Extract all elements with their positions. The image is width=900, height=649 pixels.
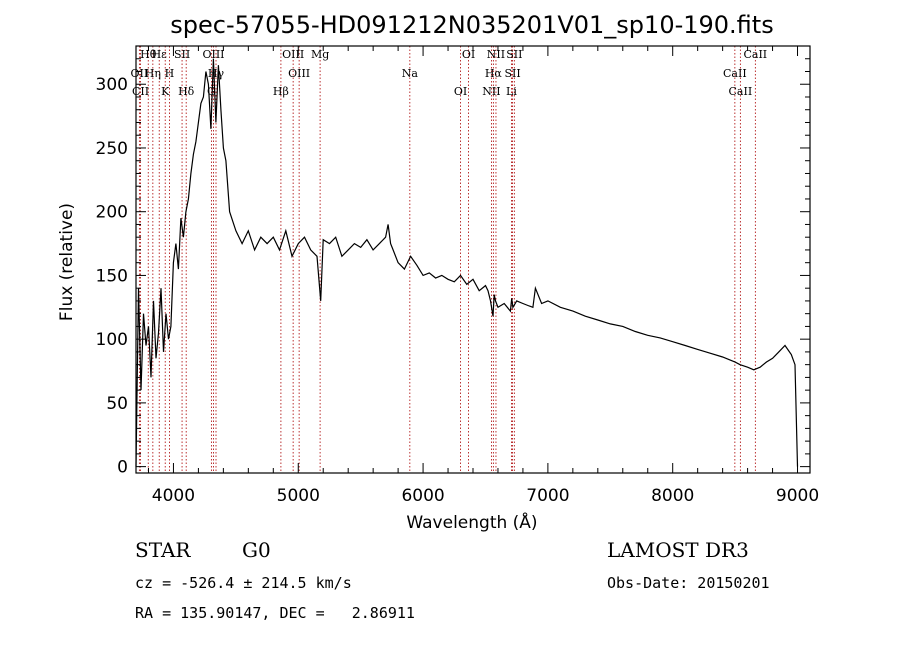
x-tick-label: 7000 [526,486,569,506]
line-label: Hβ [273,85,289,98]
y-tick-label: 200 [96,203,128,223]
emission-line-labels: Hθ OII CII Hε HηK SII HHδ OIII Hγ G OIII OIII Hβ Mg Na… [131,48,768,98]
y-axis-ticks: 0 50 100 150 200 250 300 [96,58,810,478]
line-label: OI [462,48,475,61]
y-tick-label: 0 [117,458,128,478]
emission-line-markers [138,46,756,473]
line-label: OIII [282,48,304,61]
line-label: CII [132,85,149,98]
line-label: Hη [145,67,161,80]
y-tick-label: 150 [96,266,128,286]
ra-dec-coordinates: RA = 135.90147, DEC = 2.86911 [135,604,415,622]
x-axis-label: Wavelength (Å) [406,511,537,533]
x-tick-label: 6000 [401,486,444,506]
line-label: SII [504,67,520,80]
observation-date: Obs-Date: 20150201 [607,574,770,592]
line-label: H [165,67,175,80]
spectrum-line [135,58,799,467]
object-class: STAR [135,538,191,562]
y-tick-label: 100 [96,330,128,350]
x-tick-label: 9000 [776,486,819,506]
line-label: NII [482,85,500,98]
line-label: Hα [485,67,503,80]
line-label: OII [131,67,149,80]
line-label: G [207,85,216,98]
survey-label: LAMOST DR3 [607,538,749,562]
chart-title: spec-57055-HD091212N035201V01_sp10-190.f… [170,11,773,39]
line-label: OI [454,85,467,98]
line-label: Hε [152,48,168,61]
object-subclass: G0 [242,538,271,562]
line-label: Li [506,85,517,98]
redshift-velocity: cz = -526.4 ± 214.5 km/s [135,574,352,592]
y-tick-label: 50 [106,394,128,414]
line-label: CaII [729,85,753,98]
line-label: Hγ [208,67,225,80]
line-label: OIII [202,48,224,61]
line-label: K [161,85,170,98]
line-label: SII [174,48,190,61]
line-label: Hθ [140,48,157,61]
x-tick-label: 4000 [152,486,195,506]
plot-frame [135,45,811,474]
line-label: Na [402,67,419,80]
y-tick-label: 300 [96,75,128,95]
x-tick-label: 8000 [651,486,694,506]
line-label: CaII [723,67,747,80]
x-axis-ticks: 4000 5000 6000 7000 8000 9000 [147,46,819,506]
line-label: SII [506,48,522,61]
line-label: NII [487,48,505,61]
y-axis-label: Flux (relative) [57,203,77,321]
line-label: Hδ [178,85,195,98]
line-label: CaII [743,48,767,61]
x-tick-label: 5000 [277,486,320,506]
line-label: OIII [288,67,310,80]
line-label: Mg [311,48,329,61]
y-tick-label: 250 [96,139,128,159]
